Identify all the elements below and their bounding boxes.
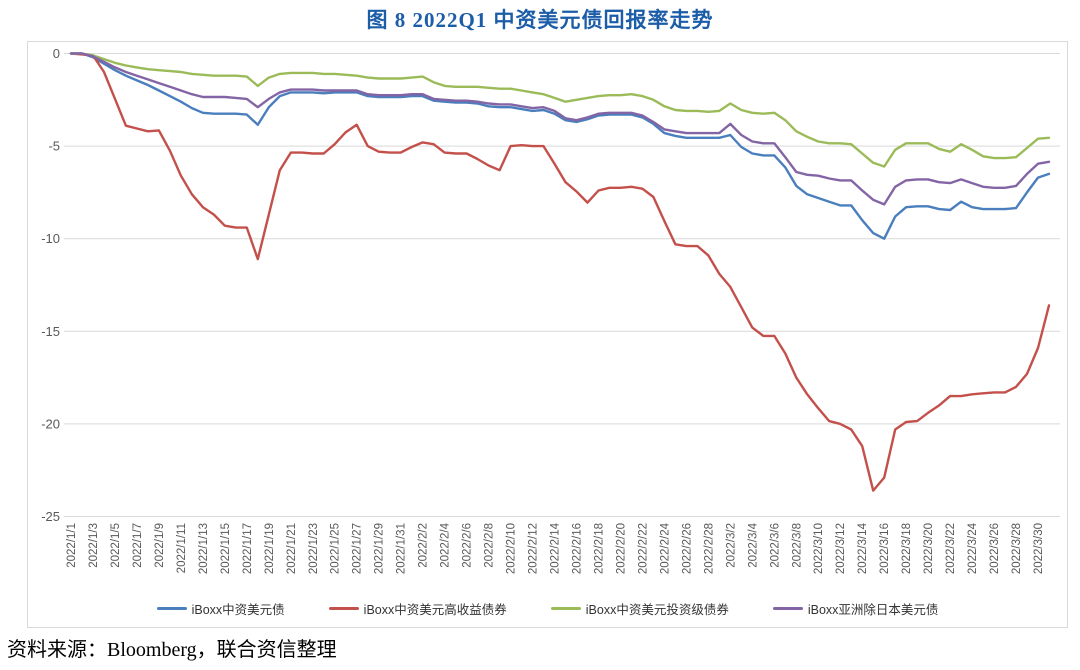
- x-axis-tick-label: 2022/2/16: [572, 523, 584, 574]
- legend-label: iBoxx中资美元债: [191, 603, 285, 617]
- legend-label: iBoxx中资美元投资级债券: [585, 603, 729, 617]
- x-axis-tick-label: 2022/1/1: [66, 523, 78, 568]
- x-axis-tick-label: 2022/2/24: [659, 522, 671, 574]
- x-axis-tick-label: 2022/2/14: [550, 522, 562, 574]
- x-axis-tick-label: 2022/1/7: [132, 523, 144, 568]
- legend-line-swatch-green: [550, 606, 581, 611]
- series-line-1: [69, 52, 1051, 492]
- legend-label: iBoxx亚洲除日本美元债: [807, 603, 939, 617]
- y-axis-tick-label: -25: [41, 509, 60, 524]
- y-axis-tick-label: -5: [48, 139, 60, 154]
- legend-line-swatch-purple: [772, 606, 803, 611]
- chart-title: 图 8 2022Q1 中资美元债回报率走势: [366, 8, 714, 32]
- x-axis-tick-label: 2022/3/14: [857, 522, 869, 574]
- x-axis-tick-label: 2022/3/18: [901, 523, 913, 574]
- x-axis-tick-label: 2022/1/27: [352, 523, 364, 574]
- x-axis-tick-label: 2022/1/11: [176, 523, 188, 573]
- series-line-2: [69, 52, 1051, 168]
- chart-canvas: 0 -5 -10 -15 -20 -25 2022/1/1 2022/1/3 2022/1/5 2…: [41, 46, 1060, 574]
- x-axis-tick-label: 2022/3/20: [923, 523, 935, 574]
- x-axis-tick-label: 2022/3/4: [747, 522, 759, 567]
- x-axis-tick-label: 2022/2/4: [440, 522, 452, 567]
- chart-area: 0 -5 -10 -15 -20 -25 2022/1/1 2022/1/3 2022/1/5 2…: [27, 41, 1068, 628]
- legend-item-cn-usd-investment-grade: iBoxx中资美元投资级债券: [550, 599, 729, 618]
- x-axis-tick-label: 2022/3/16: [879, 523, 891, 574]
- x-axis-tick-label: 2022/2/22: [637, 523, 649, 574]
- x-axis-tick-label: 2022/3/22: [945, 523, 957, 574]
- x-axis-tick-label: 2022/1/23: [308, 523, 320, 574]
- legend-item-cn-usd-high-yield: iBoxx中资美元高收益债券: [328, 599, 507, 618]
- legend-line-swatch-blue: [156, 606, 187, 611]
- y-axis-tick-label: 0: [53, 46, 60, 61]
- x-axis-tick-label: 2022/3/30: [1033, 523, 1045, 574]
- x-axis-tick-label: 2022/1/9: [154, 523, 166, 568]
- x-axis-tick-label: 2022/2/6: [462, 523, 474, 568]
- x-axis-tick-label: 2022/1/25: [330, 523, 342, 574]
- x-axis-tick-label: 2022/3/6: [769, 523, 781, 568]
- x-axis-tick-label: 2022/2/26: [681, 523, 693, 574]
- legend-line-swatch-red: [328, 606, 359, 611]
- x-axis-tick-label: 2022/2/2: [418, 523, 430, 568]
- x-axis-tick-label: 2022/3/8: [791, 523, 803, 568]
- x-axis-tick-label: 2022/3/26: [989, 523, 1001, 574]
- x-axis-tick-label: 2022/1/17: [242, 523, 254, 574]
- y-axis-tick-label: -15: [41, 324, 60, 339]
- x-axis-tick-label: 2022/2/20: [615, 523, 627, 574]
- x-axis-tick-label: 2022/1/29: [374, 523, 386, 574]
- x-axis-tick-label: 2022/3/12: [835, 523, 847, 574]
- x-axis-tick-label: 2022/3/28: [1011, 523, 1023, 574]
- x-axis-tick-label: 2022/1/19: [264, 523, 276, 574]
- y-axis-tick-label: -20: [41, 416, 60, 431]
- chart-legend: iBoxx中资美元债 iBoxx中资美元高收益债券 iBoxx中资美元投资级债券…: [28, 599, 1067, 618]
- x-axis-tick-label: 2022/3/10: [813, 523, 825, 574]
- x-axis-tick-label: 2022/2/12: [528, 523, 540, 574]
- x-axis-tick-label: 2022/1/15: [220, 523, 232, 574]
- legend-label: iBoxx中资美元高收益债券: [363, 603, 507, 617]
- x-axis-tick-label: 2022/2/18: [594, 523, 606, 574]
- x-axis-tick-label: 2022/2/28: [703, 523, 715, 574]
- x-axis-tick-label: 2022/1/31: [396, 523, 408, 574]
- legend-item-cn-usd-bond: iBoxx中资美元债: [156, 599, 285, 618]
- legend-item-asia-ex-japan: iBoxx亚洲除日本美元债: [772, 599, 939, 618]
- x-axis-tick-label: 2022/1/3: [88, 523, 100, 568]
- source-note: 资料来源：Bloomberg，联合资信整理: [7, 639, 337, 661]
- x-axis-tick-label: 2022/2/8: [484, 523, 496, 568]
- series-line-3: [69, 52, 1051, 206]
- x-axis-tick-label: 2022/1/21: [286, 523, 298, 574]
- series-line-0: [69, 52, 1051, 240]
- x-axis-tick-label: 2022/1/5: [110, 523, 122, 568]
- y-axis-tick-label: -10: [41, 231, 60, 246]
- x-axis-tick-label: 2022/3/24: [967, 522, 979, 574]
- x-axis-tick-label: 2022/1/13: [198, 523, 210, 574]
- x-axis-tick-label: 2022/3/2: [725, 523, 737, 568]
- x-axis-tick-label: 2022/2/10: [506, 523, 518, 574]
